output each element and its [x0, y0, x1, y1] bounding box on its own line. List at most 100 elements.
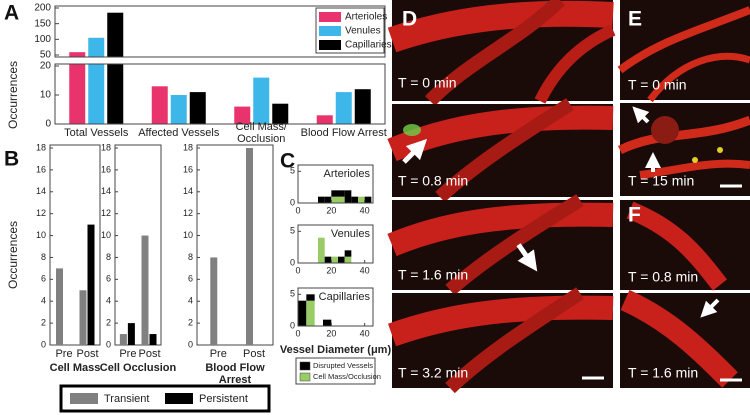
histogram-bar [306, 294, 315, 301]
y-tick-label: 2 [41, 317, 46, 327]
x-tick-label: 20 [326, 265, 336, 275]
panel-letter: D [402, 8, 417, 31]
y-tick-label: 14 [183, 186, 193, 196]
bar [79, 290, 87, 345]
y-tick-label: 0 [188, 339, 193, 349]
legend-swatch [319, 40, 341, 50]
bar [272, 103, 289, 124]
y-tick-label: 10 [36, 230, 46, 240]
legend-label: Capillaries [345, 40, 392, 51]
histogram-bar [364, 196, 372, 203]
legend-swatch [299, 361, 311, 371]
histogram-bar [306, 300, 315, 326]
time-label: T = 0.8 min [398, 173, 468, 189]
y-tick-label: 18 [183, 142, 193, 152]
y-tick-label: 12 [101, 208, 111, 218]
time-label: T = 15 min [628, 173, 694, 189]
y-tick-label: 16 [101, 164, 111, 174]
legend-label: Cell Mass/Occlusion [313, 372, 381, 381]
legend-swatch [165, 393, 193, 404]
plot-frame [297, 224, 374, 264]
y-tick-label: 2 [188, 317, 193, 327]
histogram-bar [358, 196, 365, 203]
bar [127, 323, 135, 345]
x-tick-label: Pre [55, 348, 72, 360]
bar [88, 37, 105, 125]
histogram-bar [331, 196, 338, 203]
histogram-bar [298, 300, 307, 326]
time-label: T = 0.8 min [628, 269, 698, 285]
x-tick-label: Post [243, 348, 265, 360]
y-tick-label: 5 [290, 226, 295, 236]
bar [119, 334, 127, 345]
legend-swatch [299, 372, 311, 382]
bar [149, 334, 157, 345]
panel-letter: C [280, 150, 295, 173]
time-label: T = 0 min [398, 75, 457, 91]
y-tick-label: 10 [183, 230, 193, 240]
y-tick-label: 18 [36, 142, 46, 152]
histogram-bar [344, 250, 352, 257]
y-tick-label: 4 [188, 296, 193, 306]
micrograph-ef [617, 0, 750, 388]
panel-letter: A [4, 2, 19, 25]
bar [170, 95, 187, 124]
plot-frame [49, 144, 101, 346]
histogram-bar [318, 196, 325, 203]
y-tick-label: 16 [36, 164, 46, 174]
y-tick-label: 6 [106, 274, 111, 284]
plot-frame [54, 63, 386, 125]
histogram-bar [331, 190, 338, 197]
subplot-title: Venules [331, 228, 371, 240]
bar [234, 106, 251, 124]
bar [189, 92, 206, 124]
subplot-title: Capillaries [319, 291, 371, 303]
y-tick-label: 12 [183, 208, 193, 218]
y-tick-label: 6 [41, 274, 46, 284]
legend-label: Persistent [199, 393, 248, 405]
y-tick-label: 4 [106, 296, 111, 306]
x-axis-label: Vessel Diameter (μm) [280, 344, 392, 356]
legend-swatch [319, 12, 341, 22]
y-tick-label: 10 [40, 90, 52, 101]
x-tick-label: Post [76, 348, 98, 360]
histogram-bar [324, 256, 332, 263]
time-label: T = 1.6 min [398, 267, 468, 283]
plot-frame [297, 287, 374, 327]
legend-label: Disrupted Vessels [313, 361, 373, 370]
time-label: T = 1.6 min [628, 365, 698, 381]
y-tick-label: 0 [45, 119, 51, 130]
y-axis-label: Occurrences [6, 221, 20, 289]
x-tick-label: 20 [326, 205, 336, 215]
legend-swatch [319, 26, 341, 36]
x-tick-label: Pre [210, 348, 227, 360]
x-tick-label: Cell Mass/Occlusion [236, 121, 288, 145]
x-tick-label: 40 [360, 328, 370, 338]
x-tick-label: Blood Flow Arrest [301, 127, 387, 139]
y-tick-label: 14 [101, 186, 111, 196]
bar [335, 92, 352, 124]
group-label: Blood Flow Arrest [205, 362, 265, 386]
histogram-bar [331, 256, 338, 263]
bar [141, 235, 149, 345]
legend-label: Arterioles [345, 12, 387, 23]
legend-label: Transient [104, 393, 149, 405]
bar [354, 89, 371, 124]
x-tick-label: 40 [360, 205, 370, 215]
y-axis-label: Occurrences [6, 61, 20, 129]
group-label: Cell Mass [50, 362, 101, 374]
plot-frame [196, 144, 274, 346]
x-tick-label: Pre [119, 348, 136, 360]
bar [316, 115, 333, 124]
x-tick-label: 0 [295, 205, 300, 215]
y-tick-label: 12 [36, 208, 46, 218]
y-tick-label: 10 [101, 230, 111, 240]
y-tick-label: 16 [183, 164, 193, 174]
histogram-bar [344, 190, 352, 203]
micrograph-d [387, 0, 616, 394]
y-tick-label: 0 [106, 339, 111, 349]
y-tick-label: 0 [290, 320, 295, 330]
time-label: T = 3.2 min [398, 365, 468, 381]
histogram-bar [338, 190, 345, 197]
